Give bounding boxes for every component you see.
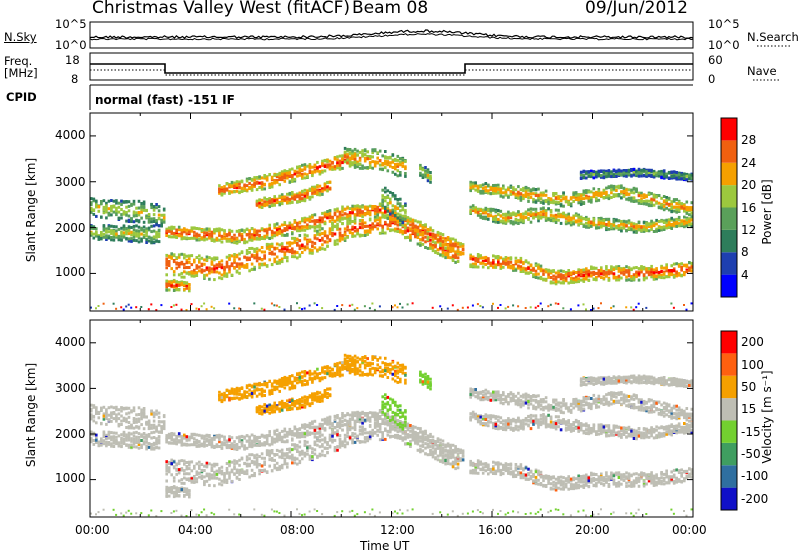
freq-panel: [89, 52, 780, 81]
x-tick-0: 00:00: [75, 523, 110, 537]
colorbar-tick: -50: [741, 447, 761, 461]
velocity-ytick-2000: 2000: [55, 427, 86, 441]
x-tick-2: 08:00: [280, 523, 315, 537]
station-title: Christmas Valley West (fitACF): [92, 0, 351, 18]
cpid-text: normal (fast) -151 IF: [95, 93, 235, 107]
noise-tick-right-bottom: 10^0: [708, 38, 740, 52]
nsearch-label: N.Search: [747, 30, 799, 44]
power-data: [90, 146, 694, 312]
colorbar-tick: 50: [741, 380, 757, 394]
cpid-label: CPID: [6, 90, 37, 104]
noise-tick-left-bottom: 10^0: [55, 38, 87, 52]
velocity-ytick-4000: 4000: [55, 335, 86, 349]
nave-tick-bottom: 0: [708, 72, 716, 86]
power-ytick-4000: 4000: [55, 128, 86, 142]
freq-tick-top: 18: [65, 53, 80, 67]
cpid-panel: [89, 84, 693, 110]
power-ytick-1000: 1000: [55, 265, 86, 279]
power-ytick-2000: 2000: [55, 221, 86, 235]
colorbar-tick: -200: [741, 492, 769, 506]
velocity-colorbar: [720, 330, 738, 511]
power-panel: [89, 112, 694, 312]
x-tick-3: 12:00: [380, 523, 415, 537]
freq-label-1: Freq.: [4, 54, 33, 68]
x-tick-5: 20:00: [575, 523, 610, 537]
noise-tick-right-top: 10^5: [708, 17, 740, 31]
nave-tick-top: 60: [708, 53, 723, 67]
power-ytick-3000: 3000: [55, 175, 86, 189]
x-tick-6: 00:00: [672, 523, 707, 537]
freq-trace: [90, 63, 693, 74]
colorbar-tick: -15: [741, 425, 761, 439]
velocity-ytick-3000: 3000: [55, 381, 86, 395]
freq-tick-bottom: 8: [71, 72, 79, 86]
colorbar-tick: 4: [741, 268, 749, 282]
colorbar-tick: 16: [741, 201, 757, 215]
nsearch-trace: [89, 33, 694, 41]
x-tick-4: 16:00: [478, 523, 513, 537]
nsky-label: N.Sky: [4, 30, 37, 44]
nsky-trace: [89, 29, 694, 40]
colorbar-tick: -100: [741, 469, 769, 483]
colorbar-tick: 100: [741, 358, 764, 372]
colorbar-tick: 20: [741, 178, 757, 192]
noise-panel: [89, 21, 790, 49]
colorbar-tick: 28: [741, 133, 757, 147]
velocity-panel: [89, 319, 694, 518]
colorbar-tick: 12: [741, 223, 757, 237]
power-colorbar: [720, 117, 738, 298]
noise-tick-left-top: 10^5: [55, 17, 87, 31]
date-title: 09/Jun/2012: [585, 0, 688, 18]
velocity-ytick-1000: 1000: [55, 471, 86, 485]
beam-title: Beam 08: [352, 0, 429, 18]
freq-label-2: [MHz]: [4, 66, 38, 80]
colorbar-tick: 8: [741, 245, 749, 259]
colorbar-tick: 200: [741, 335, 764, 349]
x-axis-label: Time UT: [360, 539, 410, 553]
colorbar-tick: 15: [741, 402, 757, 416]
nave-label: Nave: [747, 64, 777, 78]
x-tick-1: 04:00: [178, 523, 213, 537]
colorbar-tick: 24: [741, 156, 757, 170]
velocity-data: [90, 353, 694, 518]
